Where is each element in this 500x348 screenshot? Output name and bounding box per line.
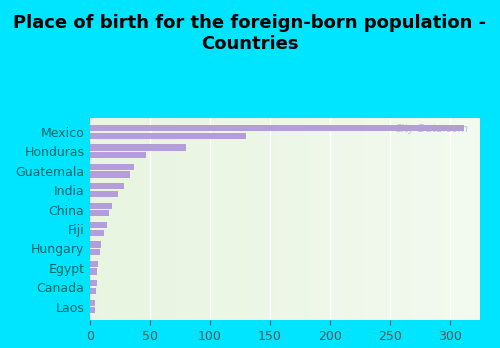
Bar	[90, 191, 118, 197]
Bar	[90, 249, 100, 255]
Bar	[90, 300, 95, 306]
Bar	[90, 288, 96, 294]
Bar	[90, 144, 186, 151]
Bar	[90, 133, 246, 139]
Bar	[90, 280, 97, 286]
Bar	[90, 222, 107, 228]
Bar	[90, 183, 124, 189]
Bar	[90, 268, 97, 275]
Bar	[90, 172, 130, 177]
Bar	[90, 242, 101, 248]
Bar	[90, 230, 104, 236]
Text: City-Data.com: City-Data.com	[394, 124, 468, 134]
Bar	[90, 210, 109, 216]
Bar	[90, 307, 95, 314]
Bar	[90, 261, 98, 267]
Bar	[90, 203, 112, 209]
Text: Place of birth for the foreign-born population -
Countries: Place of birth for the foreign-born popu…	[14, 14, 486, 53]
Bar	[90, 164, 134, 170]
Bar	[90, 125, 465, 131]
Bar	[90, 152, 146, 158]
